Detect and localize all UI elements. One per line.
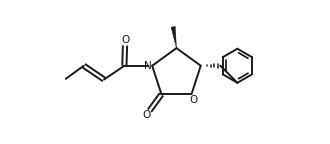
Text: O: O: [142, 110, 150, 120]
Text: O: O: [189, 95, 197, 105]
Polygon shape: [171, 26, 177, 48]
Text: O: O: [121, 35, 129, 45]
Text: N: N: [144, 61, 152, 71]
